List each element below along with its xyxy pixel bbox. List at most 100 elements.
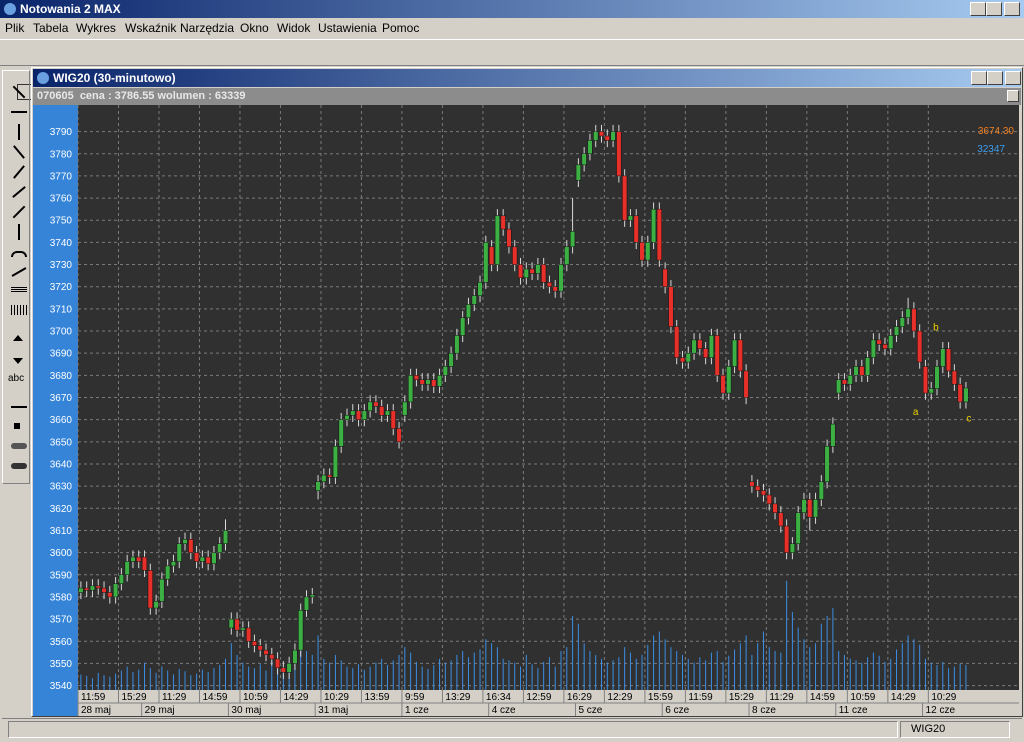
x-tick-label: 11:29 [162, 692, 187, 703]
annotation: a [913, 407, 919, 418]
y-tick-label: 3680 [50, 371, 73, 382]
tool[interactable] [11, 443, 27, 449]
candle-body [315, 481, 321, 491]
minimize[interactable] [970, 2, 986, 16]
tool[interactable] [13, 358, 23, 364]
candle-body [188, 539, 194, 553]
candle-body [755, 485, 761, 491]
tool[interactable] [11, 287, 27, 293]
annotation: c [966, 413, 971, 424]
candle-body [396, 428, 402, 443]
text-tool[interactable]: abc [8, 373, 25, 384]
x-tick-label: 15:29 [121, 692, 146, 703]
tool[interactable] [11, 251, 27, 257]
annotation: b [933, 323, 939, 334]
tool[interactable] [14, 423, 20, 429]
info-close[interactable] [1007, 90, 1019, 102]
candle-body [390, 410, 396, 429]
y-tick-label: 3730 [50, 260, 73, 271]
candle-body [622, 175, 628, 221]
menu-item[interactable]: Plik [5, 21, 25, 35]
app-title: Notowania 2 MAX [20, 2, 121, 16]
candle-body [859, 366, 865, 376]
candle-body [772, 503, 778, 513]
candle-body [222, 530, 229, 544]
candle-body [911, 308, 917, 332]
status-pane [8, 721, 898, 738]
y-tick-label: 3690 [50, 349, 73, 360]
candle-body [460, 317, 466, 336]
candle-body [240, 627, 246, 631]
maximize[interactable] [987, 71, 1003, 85]
y-tick-label: 3750 [50, 216, 73, 227]
app-icon [4, 3, 16, 15]
candle-body [442, 366, 448, 376]
tool[interactable] [13, 335, 23, 341]
candle-body [107, 592, 113, 598]
candle-body [413, 375, 419, 381]
x-tick-label: 16:29 [567, 692, 592, 703]
candle-body [703, 348, 709, 358]
candle-body [350, 410, 356, 416]
candle-body [402, 401, 408, 416]
date-label: 31 maj [318, 705, 348, 716]
candle-body [957, 383, 963, 403]
candle-body [928, 388, 934, 394]
maximize[interactable] [986, 2, 1002, 16]
candle-body [760, 490, 767, 496]
candle-body [379, 406, 385, 416]
candle-body [749, 481, 755, 487]
menu-item[interactable]: Okno [240, 21, 269, 35]
candle-body [194, 552, 200, 562]
close[interactable] [1004, 2, 1020, 16]
candle-body [951, 370, 957, 385]
tool[interactable] [11, 111, 27, 113]
candle-body [604, 135, 610, 141]
menu-item[interactable]: Narzędzia [180, 21, 235, 35]
candle-body [141, 556, 148, 571]
x-tick-label: 10:59 [850, 692, 875, 703]
tool[interactable] [11, 463, 27, 469]
menu-item[interactable]: Pomoc [382, 21, 420, 35]
menu-item[interactable]: Ustawienia [318, 21, 377, 35]
candle-body [598, 131, 605, 137]
y-tick-label: 3600 [50, 548, 73, 559]
menu-item[interactable]: Wskaźnik [125, 21, 177, 35]
x-tick-label: 12:59 [526, 692, 551, 703]
candle-body [737, 339, 743, 372]
candle-body [853, 366, 859, 376]
candle-body [199, 556, 205, 562]
candle-body [257, 645, 263, 651]
y-tick-label: 3590 [50, 570, 73, 581]
minimize[interactable] [971, 71, 987, 85]
candle-body [836, 379, 842, 394]
menu-item[interactable]: Wykres [76, 21, 116, 35]
candle-body [541, 264, 547, 283]
candle-body [784, 525, 790, 553]
tool[interactable] [11, 305, 27, 315]
menu-item[interactable]: Widok [277, 21, 311, 35]
close[interactable] [1005, 71, 1021, 85]
candle-body [922, 366, 929, 394]
candle-body [367, 401, 373, 412]
candle-body [668, 286, 674, 327]
candle-body [963, 387, 969, 403]
candle-body [917, 330, 923, 363]
candle-body [500, 215, 506, 230]
candle-body [321, 474, 327, 482]
candle-body [523, 268, 529, 279]
candle-body [408, 375, 414, 403]
date-label: 28 maj [81, 705, 111, 716]
candle-body [564, 246, 570, 265]
x-tick-label: 14:59 [810, 692, 835, 703]
candle-body [153, 601, 159, 609]
candle-body [89, 585, 96, 591]
menu-item[interactable]: Tabela [33, 21, 69, 35]
x-tick-label: 11:29 [769, 692, 794, 703]
date-label: 4 cze [492, 705, 516, 716]
tool[interactable] [11, 406, 27, 408]
candle-body [633, 215, 639, 243]
status-symbol: WIG20 [911, 723, 946, 735]
candle-body [454, 335, 460, 354]
